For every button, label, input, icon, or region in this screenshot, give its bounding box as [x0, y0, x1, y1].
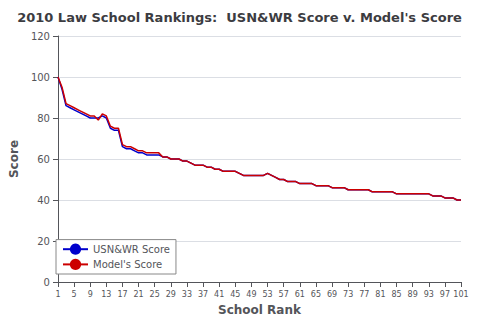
svg-text:120: 120 [31, 31, 50, 42]
svg-text:School Rank: School Rank [218, 303, 302, 317]
svg-text:13: 13 [101, 290, 111, 299]
svg-text:9: 9 [88, 290, 93, 299]
svg-text:41: 41 [214, 290, 224, 299]
svg-text:37: 37 [198, 290, 208, 299]
svg-text:49: 49 [246, 290, 256, 299]
svg-text:Model's Score: Model's Score [93, 259, 162, 270]
svg-text:USN&WR Score: USN&WR Score [93, 244, 170, 255]
svg-text:33: 33 [182, 290, 192, 299]
svg-text:65: 65 [311, 290, 321, 299]
svg-text:93: 93 [424, 290, 434, 299]
svg-text:97: 97 [440, 290, 450, 299]
svg-text:77: 77 [359, 290, 369, 299]
svg-text:81: 81 [375, 290, 385, 299]
svg-text:85: 85 [391, 290, 401, 299]
svg-text:45: 45 [230, 290, 240, 299]
svg-text:17: 17 [117, 290, 127, 299]
svg-text:57: 57 [279, 290, 289, 299]
svg-text:100: 100 [31, 72, 50, 83]
svg-text:25: 25 [150, 290, 160, 299]
svg-text:89: 89 [408, 290, 418, 299]
svg-text:29: 29 [166, 290, 176, 299]
svg-text:60: 60 [37, 154, 50, 165]
svg-text:Score: Score [7, 140, 21, 178]
svg-text:73: 73 [343, 290, 353, 299]
svg-text:21: 21 [133, 290, 143, 299]
svg-text:69: 69 [327, 290, 337, 299]
svg-text:2010 Law School Rankings: USN: 2010 Law School Rankings: USN&WR Score v… [17, 10, 462, 25]
svg-text:1: 1 [55, 290, 60, 299]
svg-text:40: 40 [37, 195, 50, 206]
svg-text:0: 0 [44, 277, 50, 288]
svg-text:5: 5 [72, 290, 77, 299]
svg-text:61: 61 [295, 290, 305, 299]
svg-text:80: 80 [37, 113, 50, 124]
svg-text:53: 53 [262, 290, 272, 299]
svg-text:20: 20 [37, 236, 50, 247]
svg-text:101: 101 [453, 290, 468, 299]
